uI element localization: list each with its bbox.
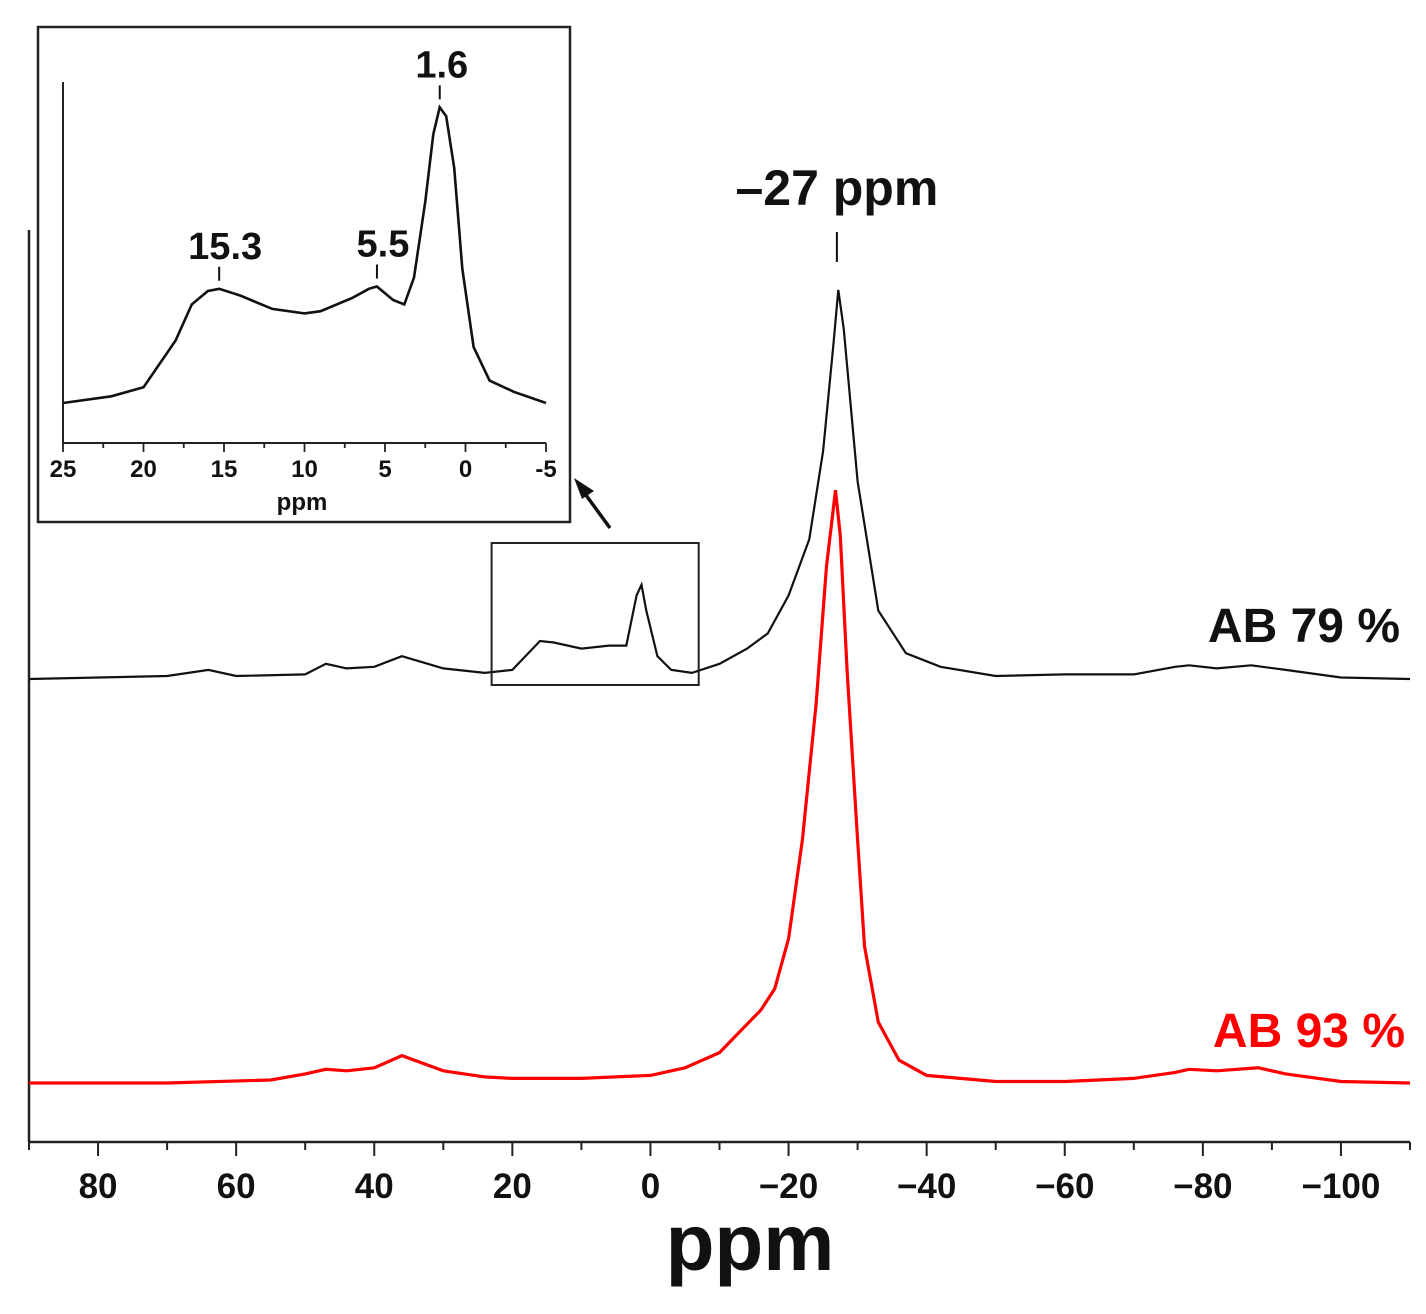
x-tick-label: −80	[1173, 1167, 1232, 1206]
inset-x-axis-title: ppm	[277, 489, 328, 516]
zoom-arrow-shaft	[581, 489, 612, 530]
zoom-arrow-head	[574, 478, 594, 499]
x-tick-label: 0	[641, 1167, 660, 1206]
series-label-ab79: AB 79 %	[1208, 600, 1400, 653]
series-line-ab79	[28, 289, 1411, 681]
x-tick-label: −40	[897, 1167, 956, 1206]
x-tick-label: 60	[217, 1167, 256, 1206]
x-axis-title: ppm	[666, 1198, 835, 1287]
series-line-ab93	[29, 490, 1411, 1085]
zoom-arrow	[574, 478, 612, 530]
inset-x-ticks	[62, 443, 547, 452]
inset-x-tick-labels: 25 20 15 10 5 0 -5	[50, 456, 557, 483]
x-tick-label: −60	[1035, 1167, 1094, 1206]
x-axis-ticks	[28, 1142, 1411, 1156]
inset-frame	[36, 25, 572, 524]
inset-series-line	[62, 104, 547, 405]
peak-annotation-label: –27 ppm	[735, 160, 938, 216]
inset-x-tick-label: 5	[378, 456, 391, 483]
inset-x-tick-label: 20	[130, 456, 157, 483]
inset-peak-labels: 15.3 5.5 1.6	[188, 44, 468, 281]
main-plot: 80 60 40 20 0 −20 −40 −60 −80 −100 ppm –27 ppm AB…	[27, 160, 1411, 1287]
inset-peak-label: 15.3	[188, 226, 262, 268]
series-label-ab93: AB 93 %	[1213, 1005, 1405, 1058]
x-tick-label: 40	[355, 1167, 394, 1206]
inset-peak-label: 1.6	[415, 44, 468, 86]
x-tick-label: 20	[493, 1167, 532, 1206]
inset-x-tick-label: 10	[291, 456, 318, 483]
inset-peak-label: 5.5	[357, 224, 410, 266]
inset-plot: 25 20 15 10 5 0 -5 ppm 15.3 5.5 1.6	[36, 25, 572, 524]
x-tick-label: 80	[79, 1167, 118, 1206]
inset-x-tick-label: -5	[535, 456, 556, 483]
x-tick-label: −20	[759, 1167, 818, 1206]
inset-x-tick-label: 0	[459, 456, 472, 483]
zoom-region-box	[490, 542, 700, 686]
inset-x-tick-label: 25	[50, 456, 77, 483]
x-tick-label: −100	[1302, 1167, 1381, 1206]
x-axis-tick-labels: 80 60 40 20 0 −20 −40 −60 −80 −100	[79, 1167, 1381, 1206]
inset-x-tick-label: 15	[211, 456, 238, 483]
